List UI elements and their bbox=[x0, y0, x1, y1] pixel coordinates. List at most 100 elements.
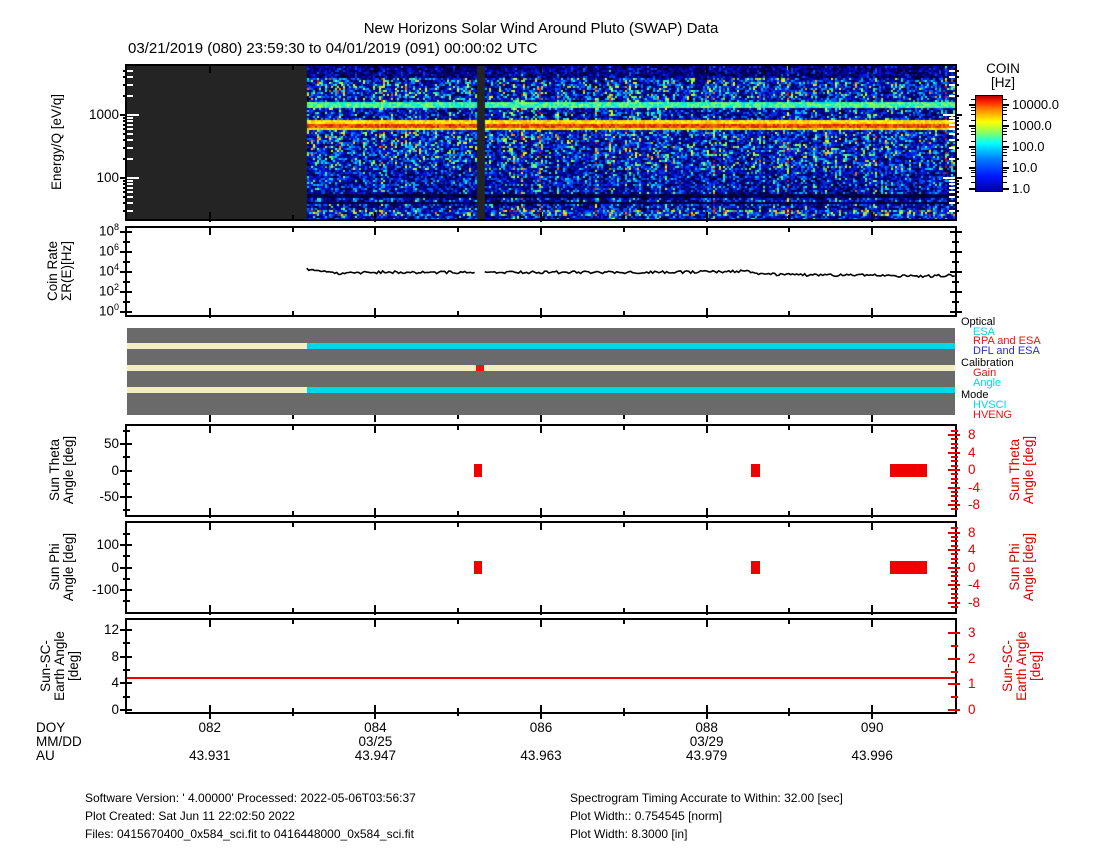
y-major-tick bbox=[955, 632, 960, 634]
footer-plot-created: Plot Created: Sat Jun 11 22:02:50 2022 bbox=[85, 809, 295, 823]
y-minor-tick bbox=[952, 281, 955, 283]
y-major-tick bbox=[120, 709, 127, 711]
x-major-tick bbox=[871, 605, 874, 612]
y-minor-tick bbox=[949, 95, 955, 98]
y-minor-tick bbox=[951, 495, 955, 498]
y-minor-tick bbox=[951, 670, 955, 673]
y-major-tick bbox=[948, 709, 955, 711]
plot-subtitle: 03/21/2019 (080) 23:59:30 to 04/01/2019 … bbox=[128, 40, 538, 57]
x-major-tick bbox=[208, 308, 211, 315]
y-minor-tick bbox=[123, 600, 127, 603]
y-tick-label: -50 bbox=[99, 489, 119, 504]
colorbar-tick bbox=[1003, 104, 1009, 107]
x-minor-tick bbox=[291, 511, 294, 515]
y-tick-label: 8 bbox=[968, 427, 976, 442]
x-minor-tick bbox=[291, 608, 294, 612]
colorbar-minor-tick bbox=[971, 113, 975, 115]
y-minor-tick bbox=[955, 132, 959, 135]
y-minor-tick bbox=[951, 429, 955, 432]
colorbar-minor-tick bbox=[1003, 140, 1007, 142]
x-minor-tick bbox=[622, 311, 625, 315]
y-major-tick bbox=[955, 601, 960, 604]
y-tick-label: 1 bbox=[968, 676, 976, 692]
sun-sc-earth-right-axis-label-line1: Sun-SC- bbox=[1000, 640, 1015, 692]
y-major-tick bbox=[127, 443, 132, 445]
x-major-tick bbox=[871, 426, 874, 433]
y-tick-label: 0 bbox=[968, 559, 976, 575]
colorbar-tick-label: 10000.0 bbox=[1012, 97, 1059, 113]
x-minor-tick bbox=[788, 215, 791, 219]
y-minor-tick bbox=[127, 429, 130, 432]
colorbar-tick-label: 1000.0 bbox=[1012, 118, 1052, 134]
x-major-tick bbox=[540, 315, 542, 318]
y-major-tick bbox=[948, 584, 955, 586]
y-major-tick bbox=[948, 601, 955, 604]
status-segment-calibration bbox=[127, 365, 955, 371]
y-minor-tick bbox=[123, 76, 127, 79]
y-minor-tick bbox=[955, 241, 959, 243]
x-major-tick bbox=[871, 523, 874, 530]
y-tick-label: 4 bbox=[968, 542, 976, 557]
y-major-tick bbox=[948, 434, 955, 436]
y-tick-label: 50 bbox=[103, 436, 119, 451]
x-minor-tick bbox=[457, 66, 460, 70]
colorbar-minor-tick bbox=[971, 151, 975, 153]
y-major-tick bbox=[120, 655, 127, 658]
y-minor-tick bbox=[123, 95, 127, 98]
x-minor-tick bbox=[457, 426, 460, 430]
y-minor-tick bbox=[127, 183, 133, 186]
y-minor-tick bbox=[955, 301, 959, 303]
x-major-tick bbox=[871, 705, 874, 712]
y-minor-tick bbox=[127, 281, 130, 283]
y-tick-label: 2 bbox=[968, 650, 976, 666]
x-minor-tick bbox=[622, 708, 625, 712]
y-minor-tick bbox=[955, 597, 958, 600]
colorbar-minor-tick bbox=[971, 169, 975, 171]
y-major-tick bbox=[948, 549, 955, 551]
y-tick-label: 8 bbox=[111, 648, 119, 664]
y-tick-label: 106 bbox=[98, 242, 119, 259]
y-major-tick bbox=[127, 589, 132, 591]
au-tick-label: 43.931 bbox=[189, 748, 231, 763]
colorbar-title: COIN bbox=[986, 61, 1020, 76]
x-major-tick bbox=[705, 508, 708, 515]
y-major-tick bbox=[948, 486, 955, 489]
x-major-tick bbox=[374, 219, 377, 222]
y-minor-tick bbox=[123, 195, 127, 198]
y-major-tick bbox=[127, 114, 139, 116]
x-major-tick bbox=[705, 620, 708, 627]
y-tick-label: 3 bbox=[968, 625, 976, 640]
y-minor-tick bbox=[955, 438, 958, 441]
colorbar-minor-tick bbox=[1003, 161, 1007, 163]
y-minor-tick bbox=[951, 570, 955, 573]
x-major-tick bbox=[871, 228, 874, 235]
y-minor-tick bbox=[951, 447, 955, 450]
x-minor-tick bbox=[788, 426, 791, 430]
y-minor-tick bbox=[955, 158, 959, 161]
y-major-tick bbox=[955, 434, 960, 436]
colorbar-minor-tick bbox=[1003, 175, 1007, 177]
y-minor-tick bbox=[949, 132, 955, 135]
y-major-tick bbox=[948, 683, 955, 686]
x-major-tick bbox=[540, 705, 542, 712]
mmdd-tick-label: 03/29 bbox=[689, 734, 724, 749]
x-major-tick bbox=[374, 308, 377, 315]
doy-tick-label: 082 bbox=[198, 720, 222, 735]
y-minor-tick bbox=[955, 482, 958, 485]
y-minor-tick bbox=[951, 508, 955, 511]
x-minor-tick bbox=[622, 523, 625, 527]
y-minor-tick bbox=[955, 544, 958, 547]
sun-phi-panel bbox=[125, 521, 957, 614]
y-tick-label: 0 bbox=[111, 559, 119, 575]
y-minor-tick bbox=[949, 69, 955, 72]
y-minor-tick bbox=[955, 579, 958, 582]
sun-sc-earth-right-axis-label-line2: Earth Angle bbox=[1014, 631, 1029, 701]
x-minor-tick bbox=[457, 620, 460, 624]
y-minor-tick bbox=[127, 301, 130, 303]
legend-item-label: HVSCI bbox=[973, 398, 1007, 411]
y-major-tick bbox=[120, 544, 127, 546]
x-major-tick bbox=[208, 228, 211, 235]
y-minor-tick bbox=[127, 261, 130, 263]
y-minor-tick bbox=[123, 642, 127, 645]
x-major-tick bbox=[374, 415, 377, 422]
